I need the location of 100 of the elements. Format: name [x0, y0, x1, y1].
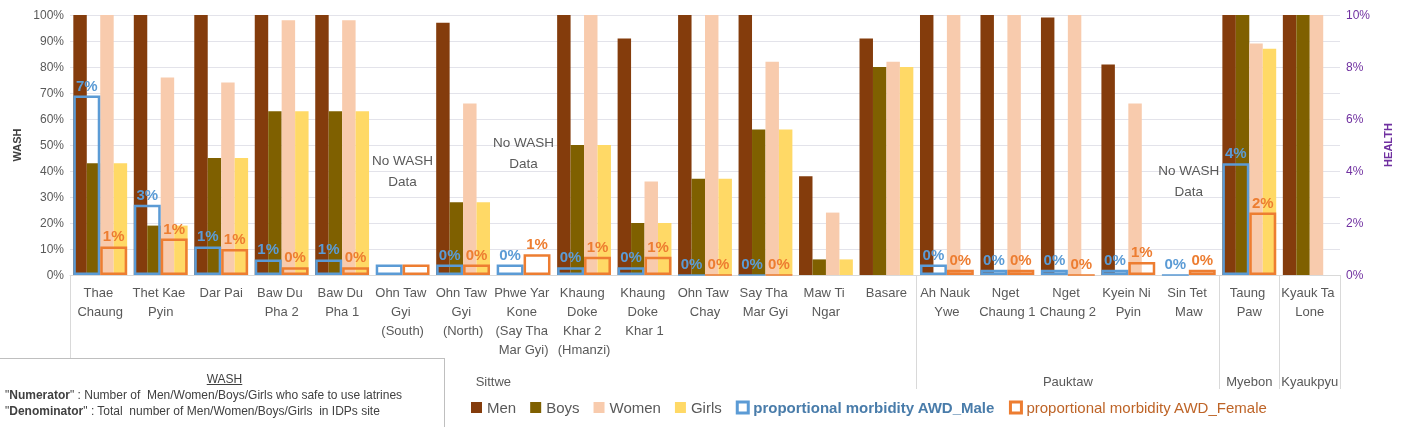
bar — [1188, 269, 1216, 275]
data-label: 0% — [1043, 250, 1066, 268]
bar — [812, 259, 826, 275]
y2-tick-label: 8% — [1346, 60, 1364, 74]
y2-tick-label: 0% — [1346, 268, 1364, 282]
x-tick-label: Ah Nauk Ywe — [920, 285, 974, 319]
bar — [221, 249, 249, 275]
legend-label: Women — [609, 399, 661, 416]
data-label: 7% — [75, 76, 98, 94]
data-label: 0% — [1164, 255, 1187, 273]
bar — [375, 264, 403, 275]
data-label: 0% — [680, 255, 703, 273]
bar — [436, 264, 464, 275]
data-label: 0% — [707, 255, 730, 273]
y2-tick-label: 4% — [1346, 164, 1364, 178]
x-tick-label: Ohn Taw Gyi (South) — [375, 285, 430, 338]
data-label: 0% — [620, 248, 642, 266]
data-label: 1% — [586, 237, 609, 255]
bar — [1282, 15, 1297, 275]
x-tick-label: Maw Ti Ngar — [803, 285, 849, 319]
legend-label: proportional morbidity AWD_Female — [1026, 399, 1267, 416]
x-tick-label: Baw Du Pha 2 — [257, 285, 307, 319]
data-label: 0% — [768, 255, 790, 273]
data-label: 0% — [983, 250, 1005, 268]
bar — [886, 61, 900, 275]
text: Kyaukpyu — [1281, 373, 1339, 389]
bar — [1296, 15, 1310, 275]
bar — [342, 267, 370, 275]
data-label: 0% — [559, 248, 582, 266]
legend-label: proportional morbidity AWD_Male — [753, 399, 995, 416]
data-label: 0% — [1104, 250, 1126, 268]
bar — [1128, 262, 1156, 275]
bar — [1101, 269, 1129, 275]
bar — [402, 264, 430, 275]
x-tick-label: Phwe Yar Kone (Say Tha Mar Gyi) — [494, 285, 553, 357]
y-tick-label: 70% — [39, 86, 65, 100]
y-tick-label: 0% — [46, 268, 65, 282]
legend-label: Girls — [690, 399, 722, 416]
bar — [496, 264, 524, 275]
x-tick-label: Thae Chaung — [77, 285, 124, 319]
y2-tick-label: 6% — [1346, 112, 1364, 126]
data-label: 0% — [284, 248, 306, 266]
bar — [100, 246, 128, 275]
data-label: 1% — [223, 230, 246, 247]
data-label: 1% — [163, 219, 186, 237]
bar — [617, 267, 645, 275]
y-axis-title: WASH — [11, 128, 23, 162]
data-label: 0% — [438, 245, 461, 263]
data-label: 0% — [499, 245, 521, 263]
data-label: 0% — [1009, 250, 1032, 268]
data-label: 1% — [526, 235, 548, 253]
bar — [254, 259, 282, 275]
bar — [315, 259, 343, 275]
annotation: No WASH Data — [492, 133, 556, 173]
text: WASH — [205, 371, 244, 387]
y2-tick-label: 2% — [1346, 216, 1364, 230]
legend-label: Boys — [546, 399, 580, 416]
data-label: 1% — [257, 240, 280, 258]
x-tick-label: Baw Du Pha 1 — [317, 285, 367, 319]
data-label: 0% — [465, 245, 488, 263]
x-tick-label: Ohn Taw Gyi (North) — [435, 285, 491, 338]
bar — [899, 67, 914, 275]
y-tick-label: 50% — [39, 138, 65, 152]
y-tick-label: 40% — [39, 164, 65, 178]
text: Sittwe — [475, 373, 512, 389]
bar — [557, 267, 585, 275]
bar — [946, 269, 974, 275]
data-label: 0% — [1070, 255, 1093, 273]
x-tick-label: Say Tha Mar Gyi — [739, 285, 792, 319]
bar — [799, 176, 813, 275]
bar — [1309, 15, 1324, 275]
bar — [523, 254, 551, 275]
y-tick-label: 10% — [39, 242, 65, 256]
annotation: No WASH Data — [371, 152, 435, 191]
y-tick-label: 80% — [39, 60, 65, 74]
y-tick-label: 20% — [39, 216, 65, 230]
bar — [194, 246, 222, 275]
y-tick-label: 30% — [39, 190, 65, 204]
annotation: No WASH Data — [1157, 162, 1221, 202]
x-tick-label: Khaung Doke Khar 1 — [620, 285, 669, 338]
text: Pauktaw — [1042, 373, 1094, 389]
y2-axis-title: HEALTH — [1382, 123, 1394, 167]
data-label: 0% — [741, 255, 763, 273]
bar — [825, 212, 840, 275]
x-tick-label: Ohn Taw Chay — [677, 285, 733, 319]
data-label: 1% — [102, 227, 125, 245]
x-tick-label: Nget Chaung 1 — [979, 285, 1036, 319]
bar — [859, 38, 873, 275]
x-tick-label: Nget Chaung 2 — [1039, 285, 1097, 319]
x-tick-label: Kyauk Ta Lone — [1281, 285, 1339, 319]
bar — [281, 267, 309, 275]
data-label: 0% — [344, 248, 367, 266]
bar — [1007, 269, 1035, 275]
y-tick-label: 90% — [39, 34, 65, 48]
bar — [839, 259, 853, 275]
x-tick-label: Dar Pai — [199, 285, 243, 300]
x-tick-label: Taung Paw — [1229, 285, 1269, 319]
data-label: 0% — [1191, 250, 1214, 268]
data-label: 1% — [196, 227, 219, 245]
bar — [584, 256, 611, 275]
